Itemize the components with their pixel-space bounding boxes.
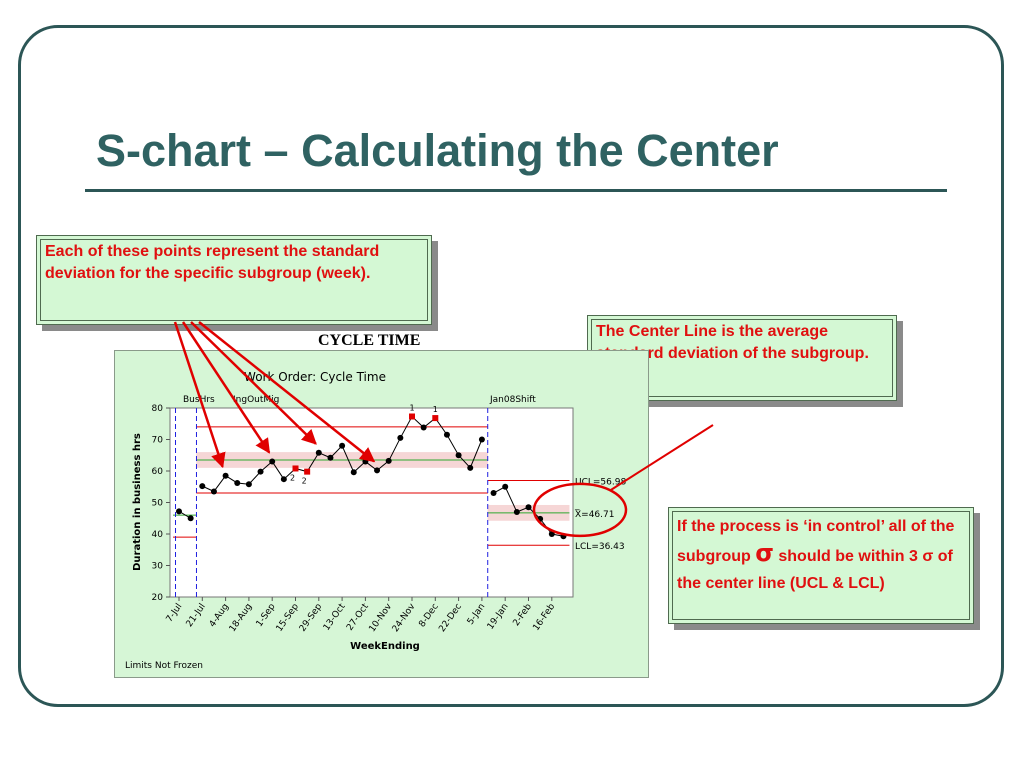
data-point xyxy=(525,504,532,511)
data-point xyxy=(397,434,404,441)
y-tick-label: 50 xyxy=(152,499,164,509)
callout-control-text-2: should be within 3 σ of the center line … xyxy=(677,548,953,592)
slide-title: S-chart – Calculating the Center xyxy=(96,125,779,176)
x-tick-label: 16-Feb xyxy=(531,602,557,633)
data-point xyxy=(490,490,497,497)
x-tick-label: 21-Jul xyxy=(185,602,208,629)
x-tick-label: 15-Sep xyxy=(275,602,302,634)
callout-points-text: Each of these points represent the stand… xyxy=(45,243,380,282)
y-tick-label: 60 xyxy=(152,467,164,477)
title-rule xyxy=(85,189,947,192)
slide-frame xyxy=(18,25,1004,707)
data-point xyxy=(222,472,229,479)
flag-label: 1 xyxy=(409,404,414,413)
callout-in-control: If the process is ‘in control’ all of th… xyxy=(668,507,974,624)
phase-label-2: Jan08Shift xyxy=(489,395,536,405)
data-point xyxy=(420,424,427,431)
data-point xyxy=(210,488,217,495)
data-point xyxy=(548,531,555,537)
phase-label-1: IngOutMig xyxy=(233,395,279,405)
data-point xyxy=(187,515,194,522)
flagged-data-point xyxy=(304,468,311,475)
data-point xyxy=(257,468,264,475)
y-tick-label: 30 xyxy=(152,562,164,572)
center-annotation: X=46.71 xyxy=(575,510,614,520)
data-point xyxy=(467,464,474,471)
y-tick-label: 40 xyxy=(152,530,164,540)
chart-heading: CYCLE TIME xyxy=(318,332,421,349)
x-tick-label: 13-Oct xyxy=(322,602,348,633)
data-point xyxy=(176,508,182,515)
s-chart: Work Order: Cycle Time BusHrs IngOutMig Jan… xyxy=(125,370,626,671)
x-tick-label: 24-Nov xyxy=(391,601,418,634)
y-tick-label: 20 xyxy=(152,593,164,603)
data-point xyxy=(280,476,287,483)
flagged-data-point xyxy=(292,465,299,472)
data-point xyxy=(339,442,346,449)
x-tick-label: 19-Jan xyxy=(486,602,511,632)
callout-control-text-1: If the process is ‘in control’ all of th… xyxy=(677,518,955,565)
data-point xyxy=(199,483,206,490)
ucl-annotation: UCL=56.98 xyxy=(575,478,626,488)
data-point xyxy=(560,533,567,540)
x-tick-label: 22-Dec xyxy=(437,602,464,634)
flag-label: 2 xyxy=(290,473,295,482)
x-tick-label: 5-Jan xyxy=(466,602,488,627)
data-point xyxy=(537,515,544,522)
x-tick-label: 2-Feb xyxy=(511,602,534,628)
data-point xyxy=(502,483,509,490)
flag-label: 2 xyxy=(302,477,307,486)
chart-title: Work Order: Cycle Time xyxy=(244,370,386,384)
x-tick-label: 1-Sep xyxy=(255,602,278,629)
y-tick-label: 70 xyxy=(152,436,164,446)
phase-label-0: BusHrs xyxy=(183,395,215,405)
x-tick-label: 18-Aug xyxy=(228,602,255,634)
data-point xyxy=(513,508,520,515)
x-axis-label: WeekEnding xyxy=(350,641,420,652)
x-tick-label: 8-Dec xyxy=(417,602,440,629)
x-tick-label: 29-Sep xyxy=(298,602,325,634)
flagged-data-point xyxy=(432,415,439,422)
data-point xyxy=(455,452,462,459)
data-point xyxy=(443,431,450,438)
x-tick-label: 4-Aug xyxy=(208,602,231,629)
x-tick-label: 7-Jul xyxy=(165,602,185,624)
data-point xyxy=(362,458,369,465)
data-point xyxy=(478,436,485,443)
data-point xyxy=(350,469,357,476)
chart-footer: Limits Not Frozen xyxy=(125,661,203,671)
lcl-annotation: LCL=36.43 xyxy=(575,542,625,552)
y-axis-label: Duration in business hrs xyxy=(132,433,143,571)
data-point xyxy=(374,467,381,474)
y-tick-label: 80 xyxy=(152,404,164,414)
data-point xyxy=(269,458,276,465)
callout-center-text: The Center Line is the average standard … xyxy=(596,323,869,362)
callout-points-explanation: Each of these points represent the stand… xyxy=(36,235,432,325)
flag-label: 1 xyxy=(433,405,438,414)
flagged-data-point xyxy=(409,413,415,420)
data-point xyxy=(385,457,392,464)
sigma-symbol: σ xyxy=(755,539,774,567)
callout-control-text: If the process is ‘in control’ all of th… xyxy=(677,513,965,597)
data-point xyxy=(234,479,241,486)
data-point xyxy=(245,481,252,488)
data-point xyxy=(327,454,334,461)
data-point xyxy=(315,449,322,456)
chart-panel: Work Order: Cycle Time BusHrs IngOutMig Jan… xyxy=(114,350,649,678)
